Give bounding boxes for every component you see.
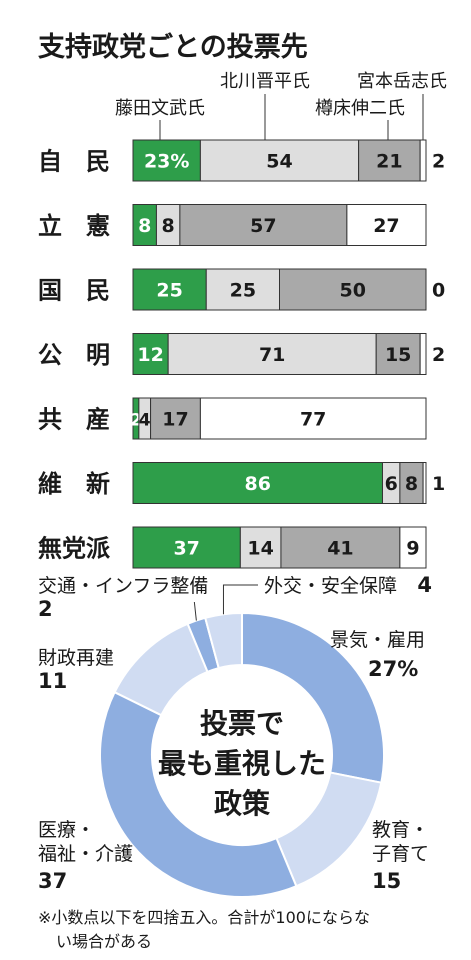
party-label: 国 民 bbox=[38, 277, 110, 305]
donut-center-title: 政策 bbox=[214, 787, 270, 820]
slice-label: 交通・インフラ整備 bbox=[38, 575, 208, 597]
bar-value-label: 41 bbox=[327, 538, 353, 560]
bar-segment bbox=[419, 139, 427, 182]
slice-label: 外交・安全保障 bbox=[264, 575, 397, 597]
leader-line-diplomacy bbox=[222, 584, 258, 615]
bar-value-label: 14 bbox=[247, 538, 273, 560]
slice-value: 15 bbox=[372, 869, 401, 893]
bar-value-label: 8 bbox=[162, 215, 175, 237]
bar-segment bbox=[132, 268, 207, 311]
bar-value-label: 57 bbox=[250, 215, 276, 237]
footnote-line-1: ※小数点以下を四捨五入。合計が100にならな bbox=[38, 908, 370, 927]
bar-value-label: 6 bbox=[385, 473, 398, 495]
legend-kitagawa: 北川晋平氏 bbox=[220, 71, 310, 92]
bar-segment bbox=[346, 204, 427, 246]
bar-value-label: 12 bbox=[137, 344, 163, 366]
slice-value: 4 bbox=[417, 573, 432, 597]
bar-value-label: 4 bbox=[139, 411, 151, 431]
bar-value-label: 17 bbox=[162, 409, 188, 431]
party-label: 公 明 bbox=[38, 341, 110, 369]
bar-value-label: 37 bbox=[173, 538, 199, 560]
party-label: 維 新 bbox=[38, 470, 110, 498]
legend-miyamoto: 宮本岳志氏 bbox=[357, 71, 447, 92]
bar-value-label: 8 bbox=[405, 473, 418, 495]
bar-segment bbox=[132, 333, 169, 375]
slice-label: 子育て bbox=[372, 843, 429, 865]
party-label: 無党派 bbox=[38, 535, 110, 563]
slice-value: 37 bbox=[38, 869, 67, 893]
bar-value-label: 27 bbox=[373, 215, 399, 237]
bar-segment bbox=[132, 526, 241, 569]
bar-value-label: 25 bbox=[230, 280, 256, 302]
donut-slice bbox=[275, 771, 383, 888]
slice-label: 財政再建 bbox=[38, 647, 114, 669]
bar-segment bbox=[205, 268, 280, 311]
bar-segment bbox=[399, 526, 427, 569]
bar-value-label: 54 bbox=[266, 151, 292, 173]
bar-segment bbox=[239, 526, 282, 569]
footnote-line-2: い場合がある bbox=[56, 932, 152, 951]
bar-segment bbox=[280, 526, 401, 569]
donut-slice bbox=[99, 690, 298, 898]
leader-line-infra bbox=[193, 601, 197, 621]
slice-value: 2 bbox=[38, 597, 53, 621]
donut-slice bbox=[241, 611, 385, 784]
bar-value-label: 0 bbox=[432, 280, 445, 302]
bar-value-label: 50 bbox=[340, 280, 366, 302]
bar-value-label: 2 bbox=[432, 344, 445, 366]
bar-value-label: 8 bbox=[138, 215, 151, 237]
bar-value-label: 2 bbox=[130, 411, 142, 431]
bar-value-label: 77 bbox=[300, 409, 326, 431]
bar-segment bbox=[199, 397, 427, 440]
bar-segment bbox=[199, 139, 360, 182]
slice-value: 11 bbox=[38, 669, 67, 693]
bar-segment bbox=[167, 333, 377, 375]
donut-slice bbox=[204, 611, 243, 670]
bar-segment bbox=[132, 139, 201, 182]
party-label: 自 民 bbox=[38, 148, 110, 176]
bar-value-label: 23% bbox=[144, 151, 189, 173]
donut-center-title: 最も重視した bbox=[158, 747, 326, 780]
bar-value-label: 25 bbox=[156, 280, 182, 302]
party-label: 共 産 bbox=[38, 406, 110, 434]
bar-segment bbox=[375, 333, 421, 375]
slice-value: 27% bbox=[368, 657, 418, 681]
bar-segment bbox=[358, 139, 421, 182]
legend-tarumi: 樽床伸二氏 bbox=[315, 98, 405, 119]
slice-label: 景気・雇用 bbox=[330, 629, 425, 651]
bar-segment bbox=[132, 462, 383, 504]
bar-value-label: 71 bbox=[259, 344, 285, 366]
legend-fujita: 藤田文武氏 bbox=[115, 98, 205, 119]
slice-label: 福祉・介護 bbox=[38, 843, 133, 865]
slice-label: 教育・ bbox=[372, 819, 429, 841]
bar-value-label: 9 bbox=[406, 538, 419, 560]
party-label: 立 憲 bbox=[38, 212, 110, 240]
bar-value-label: 1 bbox=[432, 473, 445, 495]
bar-value-label: 21 bbox=[376, 151, 402, 173]
donut-center-title: 投票で bbox=[200, 707, 284, 740]
chart-title: 支持政党ごとの投票先 bbox=[38, 31, 308, 63]
bar-value-label: 2 bbox=[432, 151, 445, 173]
bar-segment bbox=[422, 462, 427, 504]
bar-value-label: 86 bbox=[245, 473, 271, 495]
bar-value-label: 15 bbox=[385, 344, 411, 366]
slice-label: 医療・ bbox=[38, 819, 95, 841]
bar-segment bbox=[419, 333, 427, 375]
bar-segment bbox=[179, 204, 348, 246]
bar-segment bbox=[279, 268, 427, 311]
